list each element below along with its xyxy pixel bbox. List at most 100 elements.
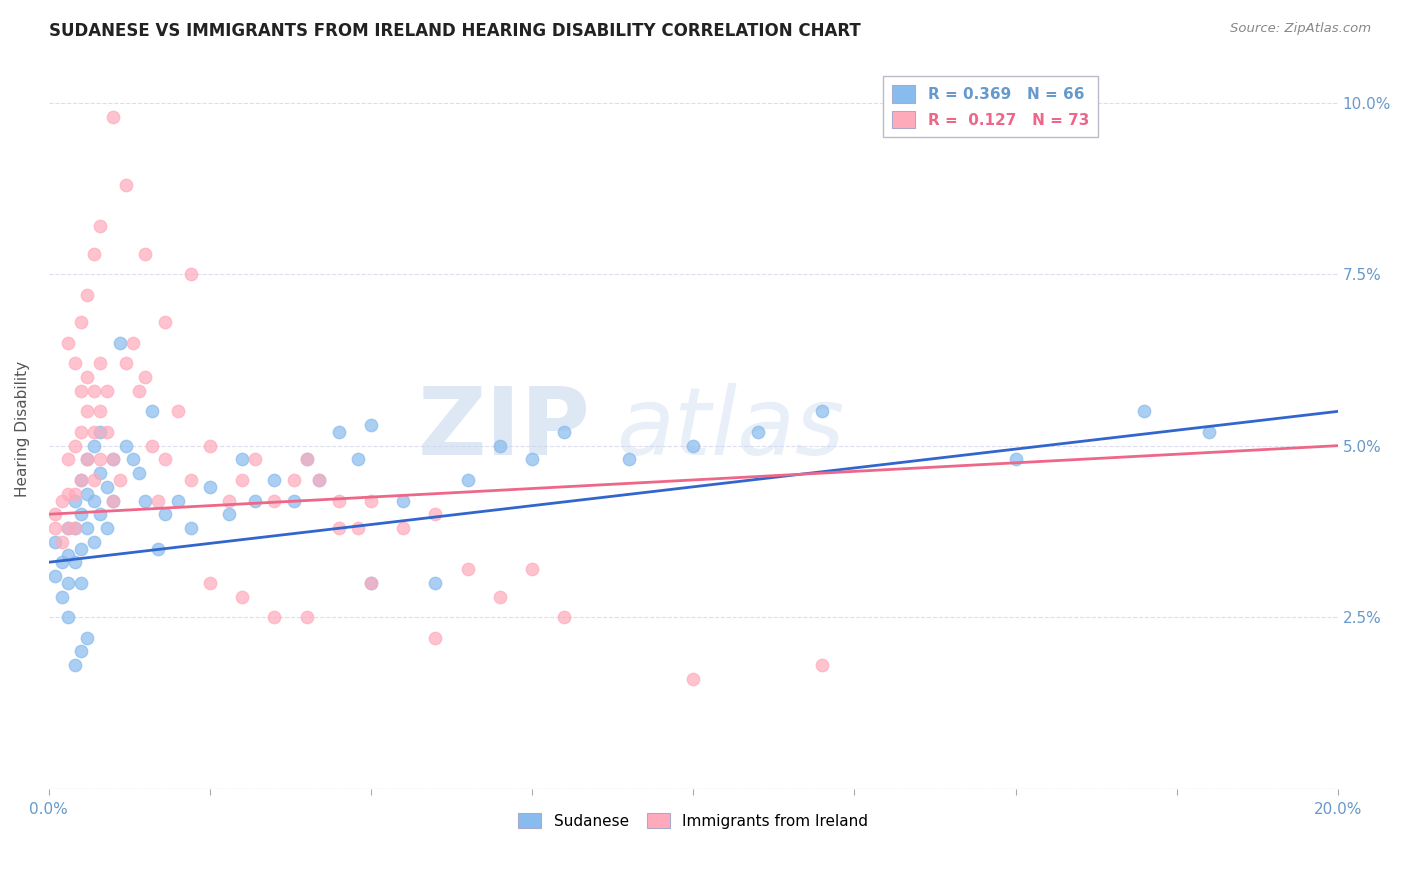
Point: [553, 425, 575, 439]
Point: [520, 562, 543, 576]
Point: [44, 534, 66, 549]
Point: [425, 631, 447, 645]
Point: [295, 610, 318, 624]
Point: [63, 521, 86, 535]
Point: [198, 439, 221, 453]
Point: [63, 658, 86, 673]
Point: [103, 452, 125, 467]
Point: [70, 315, 93, 329]
Point: [89, 219, 111, 234]
Point: [134, 493, 156, 508]
Point: [56, 610, 79, 624]
Point: [63, 493, 86, 508]
Point: [457, 473, 479, 487]
Point: [180, 473, 202, 487]
Point: [128, 384, 150, 398]
Point: [83, 246, 105, 260]
Point: [115, 439, 138, 453]
Point: [1133, 404, 1156, 418]
Point: [103, 493, 125, 508]
Point: [231, 590, 253, 604]
Y-axis label: Hearing Disability: Hearing Disability: [15, 360, 30, 497]
Point: [263, 493, 285, 508]
Point: [56, 486, 79, 500]
Point: [56, 521, 79, 535]
Point: [392, 521, 415, 535]
Point: [141, 404, 163, 418]
Point: [617, 452, 640, 467]
Point: [76, 288, 98, 302]
Point: [128, 466, 150, 480]
Point: [1004, 452, 1026, 467]
Point: [148, 541, 170, 556]
Point: [63, 555, 86, 569]
Point: [83, 425, 105, 439]
Point: [425, 575, 447, 590]
Point: [153, 507, 176, 521]
Point: [83, 384, 105, 398]
Point: [89, 425, 111, 439]
Point: [283, 493, 305, 508]
Point: [51, 493, 73, 508]
Point: [243, 493, 266, 508]
Point: [308, 473, 330, 487]
Point: [520, 452, 543, 467]
Point: [63, 521, 86, 535]
Point: [231, 473, 253, 487]
Point: [103, 493, 125, 508]
Point: [141, 439, 163, 453]
Point: [76, 452, 98, 467]
Point: [76, 631, 98, 645]
Point: [295, 452, 318, 467]
Point: [89, 507, 111, 521]
Point: [328, 493, 350, 508]
Point: [121, 335, 143, 350]
Point: [360, 493, 382, 508]
Point: [63, 356, 86, 370]
Point: [360, 418, 382, 433]
Point: [103, 452, 125, 467]
Point: [76, 486, 98, 500]
Point: [96, 521, 118, 535]
Point: [70, 384, 93, 398]
Point: [51, 534, 73, 549]
Point: [328, 521, 350, 535]
Point: [180, 267, 202, 281]
Point: [89, 466, 111, 480]
Point: [166, 493, 188, 508]
Point: [44, 521, 66, 535]
Point: [360, 575, 382, 590]
Point: [70, 575, 93, 590]
Point: [83, 534, 105, 549]
Point: [89, 356, 111, 370]
Point: [76, 370, 98, 384]
Text: SUDANESE VS IMMIGRANTS FROM IRELAND HEARING DISABILITY CORRELATION CHART: SUDANESE VS IMMIGRANTS FROM IRELAND HEAR…: [49, 22, 860, 40]
Text: Source: ZipAtlas.com: Source: ZipAtlas.com: [1230, 22, 1371, 36]
Point: [134, 246, 156, 260]
Point: [56, 549, 79, 563]
Point: [347, 452, 370, 467]
Point: [682, 672, 704, 686]
Point: [70, 425, 93, 439]
Point: [70, 473, 93, 487]
Point: [263, 473, 285, 487]
Point: [392, 493, 415, 508]
Point: [108, 335, 131, 350]
Point: [457, 562, 479, 576]
Point: [44, 507, 66, 521]
Point: [553, 610, 575, 624]
Point: [115, 356, 138, 370]
Point: [153, 315, 176, 329]
Point: [83, 493, 105, 508]
Point: [153, 452, 176, 467]
Point: [83, 473, 105, 487]
Point: [70, 541, 93, 556]
Point: [218, 507, 240, 521]
Point: [243, 452, 266, 467]
Point: [682, 439, 704, 453]
Point: [347, 521, 370, 535]
Point: [44, 569, 66, 583]
Point: [103, 110, 125, 124]
Point: [56, 521, 79, 535]
Point: [70, 507, 93, 521]
